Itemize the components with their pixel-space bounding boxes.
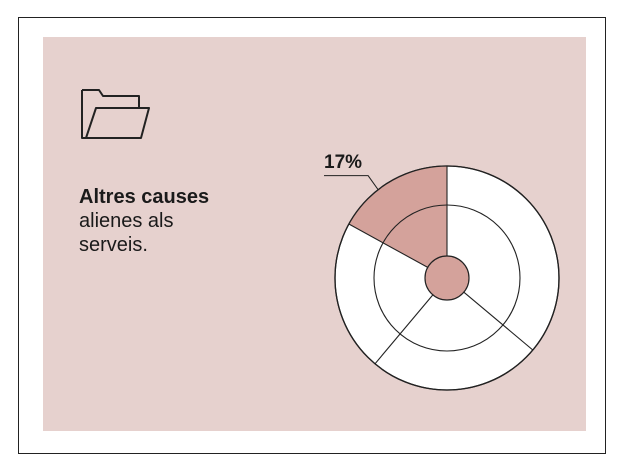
sector-divider-3 [374, 294, 434, 365]
slice-label: 17% [324, 152, 362, 173]
highlighted-slice-inner [383, 205, 447, 268]
center-hole [424, 255, 470, 301]
outer-ring-outline [334, 165, 560, 391]
folder-icon [81, 89, 150, 139]
label-leader-line [324, 175, 379, 190]
caption-title: Altres causes [79, 186, 210, 208]
caption-text: alienes als serveis. [79, 210, 174, 256]
caption: Altres causes alienes als serveis. [79, 185, 279, 257]
sector-divider-1 [348, 223, 428, 268]
highlighted-slice [348, 166, 447, 243]
sector-divider-2 [463, 291, 534, 351]
